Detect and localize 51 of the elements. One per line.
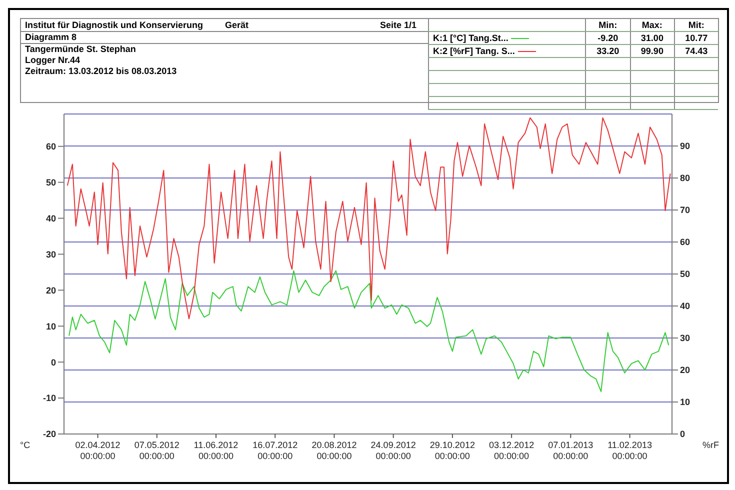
text: Logger Nr.44	[25, 55, 82, 66]
y2-tick-label: 40	[680, 301, 690, 312]
text: Mit:	[674, 19, 718, 32]
y-tick-label: 20	[46, 285, 56, 296]
y-tick-label: 60	[46, 142, 56, 152]
legend-label: K:1 [°C] Tang.St...	[433, 33, 508, 43]
text: Seite 1/1	[380, 20, 417, 31]
y-tick-label: 10	[46, 321, 56, 332]
text: -9.20	[586, 32, 630, 44]
text: Tangermünde St. Stephan	[25, 44, 137, 55]
text: Max:	[630, 19, 674, 32]
line-series	[68, 270, 670, 392]
y2-tick-label: 0	[680, 429, 686, 440]
y2-tick-label: 10	[680, 397, 690, 408]
y-tick-label: -10	[42, 393, 56, 404]
y2-tick-label: 50	[680, 269, 690, 280]
x-tick-label: 07.01.2013 00:00:00	[548, 440, 594, 461]
y-tick-label: 50	[46, 178, 56, 188]
y-tick-label: 40	[46, 213, 56, 224]
text: Min:	[586, 19, 630, 32]
x-tick-label: 02.04.2012 00:00:00	[75, 440, 120, 461]
x-tick-label: 03.12.2012 00:00:00	[489, 440, 534, 461]
x-tick-label: 16.07.2012 00:00:00	[252, 440, 298, 461]
y2-tick-label: 90	[680, 141, 690, 152]
x-tick-label: 11.02.2013 00:00:00	[608, 440, 652, 461]
x-tick-label: 29.10.2012 00:00:00	[430, 440, 475, 461]
text: Institut für Diagnostik und Konservierung	[25, 20, 204, 31]
y2-tick-label: 80	[680, 173, 690, 184]
text: 33.20	[586, 44, 630, 58]
y2-axis-title: %rF	[702, 440, 720, 450]
x-tick-label: 20.08.2012 00:00:00	[312, 440, 357, 461]
y-tick-label: -20	[42, 429, 56, 440]
x-tick-label: 24.09.2012 00:00:00	[370, 440, 416, 461]
chart-title: Diagramm 8	[21, 31, 428, 44]
y2-tick-label: 70	[680, 205, 690, 216]
x-tick-label: 11.06.2012 00:00:00	[194, 440, 238, 461]
text: Zeitraum: 13.03.2012 bis 08.03.2013	[25, 66, 178, 77]
y-axis-title: °C	[20, 440, 31, 450]
text: Gerät	[225, 20, 250, 31]
text: 10.77	[674, 32, 718, 44]
text: 31.00	[630, 32, 674, 44]
legend-label: K:2 [%rF] Tang. S...	[433, 46, 515, 56]
text: 74.43	[674, 44, 718, 58]
y2-tick-label: 30	[680, 333, 690, 344]
text: 99.90	[630, 44, 674, 58]
y2-tick-label: 20	[680, 365, 690, 376]
y2-tick-label: 60	[680, 237, 690, 248]
x-tick-label: 07.05.2012 00:00:00	[134, 440, 180, 461]
y-tick-label: 0	[50, 357, 56, 368]
line-series	[66, 117, 671, 320]
y-tick-label: 30	[46, 249, 56, 260]
